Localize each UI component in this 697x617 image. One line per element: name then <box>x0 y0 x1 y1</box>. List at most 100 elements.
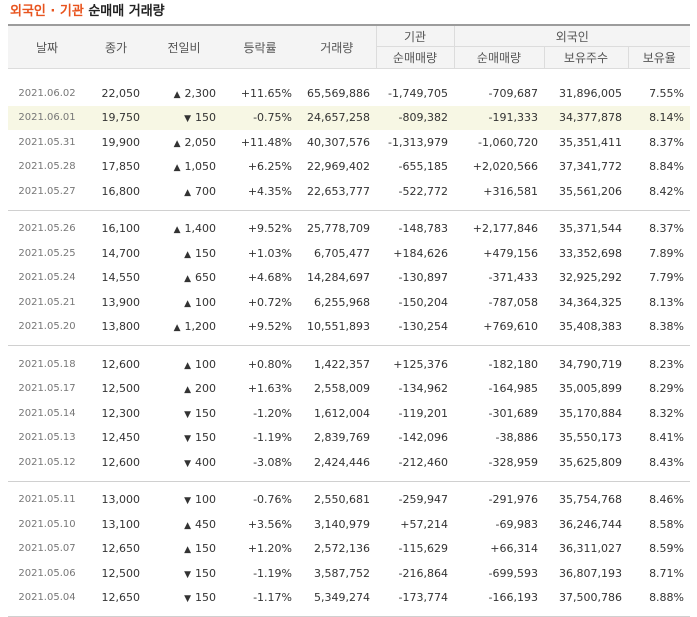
cell-foreign-holdings: 35,561,206 <box>559 184 622 198</box>
change-value: 1,050 <box>184 160 217 174</box>
cell-foreign-ratio: 7.79% <box>649 271 685 285</box>
cell-foreign-holdings: 31,896,005 <box>559 86 622 100</box>
up-triangle-icon: ▲ <box>173 323 181 334</box>
cell-date: 2021.05.18 <box>18 358 76 370</box>
cell-foreign-net: -166,193 <box>488 591 538 605</box>
change-value: 450 <box>195 517 216 531</box>
cell-close: 17,850 <box>101 160 141 174</box>
cell-institution-net: -130,254 <box>398 320 448 334</box>
cell-volume: 1,612,004 <box>314 406 370 420</box>
cell-institution-net: +57,214 <box>400 517 448 531</box>
cell-foreign-ratio: 8.42% <box>649 184 685 198</box>
cell-volume: 22,969,402 <box>307 160 370 174</box>
up-triangle-icon: ▲ <box>173 225 181 236</box>
cell-change: ▼ 150 <box>146 426 222 451</box>
up-triangle-icon: ▲ <box>184 249 191 260</box>
cell-change: ▼ 400 <box>146 450 222 475</box>
cell-date: 2021.05.17 <box>18 383 76 395</box>
change-value: 150 <box>195 431 216 445</box>
table-row: 2021.06.01 19,750 ▼ 150 -0.75% 24,657,258 -809… <box>8 105 691 130</box>
cell-institution-net: -148,783 <box>398 222 448 236</box>
cell-foreign-holdings: 32,925,292 <box>559 271 622 285</box>
cell-institution-net: -1,313,979 <box>388 135 448 149</box>
cell-change: ▲ 100 <box>146 352 222 377</box>
cell-date: 2021.05.21 <box>18 296 76 308</box>
header-date: 날짜 <box>8 24 86 69</box>
cell-foreign-net: -709,687 <box>488 86 538 100</box>
cell-rate: +9.52% <box>247 320 292 334</box>
table-row: 2021.06.02 22,050 ▲ 2,300 +11.65% 65,569,886 -… <box>8 81 690 106</box>
cell-foreign-holdings: 35,408,383 <box>559 320 622 334</box>
cell-date: 2021.05.04 <box>18 592 76 604</box>
change-value: 150 <box>195 111 216 125</box>
cell-date: 2021.05.07 <box>18 543 76 555</box>
cell-close: 12,650 <box>101 591 141 605</box>
down-triangle-icon: ▼ <box>184 569 191 580</box>
cell-close: 13,100 <box>101 517 141 531</box>
table-header: 날짜 종가 전일비 등락률 거래량 기관 외국인 순매매량 순매매량 보유주수 … <box>8 24 691 69</box>
cell-volume: 2,424,446 <box>314 455 370 469</box>
cell-rate: +0.72% <box>247 295 292 309</box>
cell-date: 2021.05.11 <box>18 494 76 506</box>
cell-close: 22,050 <box>101 86 141 100</box>
cell-institution-net: +184,626 <box>393 246 448 260</box>
up-triangle-icon: ▲ <box>184 360 191 371</box>
change-value: 150 <box>195 542 216 556</box>
cell-volume: 5,349,274 <box>314 591 370 605</box>
header-close: 종가 <box>86 24 146 69</box>
change-value: 100 <box>195 357 216 371</box>
cell-change: ▲ 100 <box>146 290 222 315</box>
cell-foreign-holdings: 37,341,772 <box>559 160 622 174</box>
change-value: 1,200 <box>184 320 217 334</box>
up-triangle-icon: ▲ <box>184 187 191 198</box>
cell-institution-net: -130,897 <box>398 271 448 285</box>
cell-institution-net: -1,749,705 <box>388 86 448 100</box>
cell-foreign-net: -182,180 <box>488 357 538 371</box>
cell-foreign-net: -1,060,720 <box>478 135 538 149</box>
table-row: 2021.05.27 16,800 ▲ 700 +4.35% 22,653,777 -522… <box>8 179 690 204</box>
header-foreign-holdings: 보유주수 <box>543 46 628 69</box>
cell-close: 12,650 <box>101 542 141 556</box>
cell-date: 2021.05.27 <box>18 185 76 197</box>
cell-close: 12,500 <box>101 566 141 580</box>
cell-foreign-holdings: 35,625,809 <box>559 455 622 469</box>
header-foreign-ratio: 보유율 <box>627 46 691 69</box>
cell-date: 2021.06.02 <box>18 87 76 99</box>
cell-rate: -1.17% <box>253 591 292 605</box>
change-value: 2,300 <box>184 86 217 100</box>
cell-volume: 3,140,979 <box>314 517 370 531</box>
cell-foreign-ratio: 8.43% <box>649 455 685 469</box>
cell-institution-net: -115,629 <box>398 542 448 556</box>
cell-rate: +0.80% <box>247 357 292 371</box>
investor-trading-table: 날짜 종가 전일비 등락률 거래량 기관 외국인 순매매량 순매매량 보유주수 … <box>8 24 691 617</box>
cell-foreign-holdings: 36,246,744 <box>559 517 622 531</box>
cell-rate: -3.08% <box>253 455 292 469</box>
cell-foreign-holdings: 35,371,544 <box>559 222 622 236</box>
cell-close: 16,800 <box>101 184 141 198</box>
cell-change: ▲ 1,400 <box>146 217 222 242</box>
cell-foreign-net: -69,983 <box>495 517 538 531</box>
cell-date: 2021.05.28 <box>18 161 76 173</box>
up-triangle-icon: ▲ <box>184 274 191 285</box>
cell-volume: 2,572,136 <box>314 542 370 556</box>
cell-rate: -0.75% <box>222 105 298 130</box>
up-triangle-icon: ▲ <box>173 89 181 100</box>
cell-date: 2021.05.24 <box>18 272 76 284</box>
down-triangle-icon: ▼ <box>184 594 191 605</box>
cell-institution-net: -522,772 <box>398 184 448 198</box>
up-triangle-icon: ▲ <box>184 545 191 556</box>
change-value: 400 <box>195 455 216 469</box>
cell-rate: -1.19% <box>253 566 292 580</box>
up-triangle-icon: ▲ <box>184 520 191 531</box>
table-body: 2021.06.02 22,050 ▲ 2,300 +11.65% 65,569,886-… <box>8 69 691 617</box>
up-triangle-icon: ▲ <box>173 138 181 149</box>
cell-rate: -0.76% <box>253 493 292 507</box>
cell-institution-net: -173,774 <box>398 591 448 605</box>
cell-foreign-net: -699,593 <box>488 566 538 580</box>
cell-change: ▲ 2,050 <box>146 130 222 155</box>
cell-rate: -1.19% <box>253 431 292 445</box>
cell-rate: +4.68% <box>247 271 292 285</box>
cell-institution-net: -216,864 <box>398 566 448 580</box>
cell-change: ▼ 150 <box>146 586 222 611</box>
cell-close: 13,900 <box>101 295 141 309</box>
